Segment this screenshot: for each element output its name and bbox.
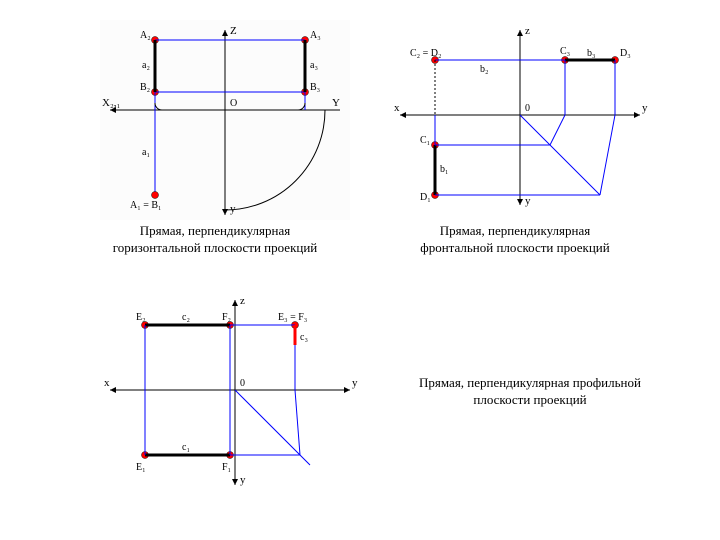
- diagram-frontal: C₂ = D₂ C₃ D₃ b₂ b₃ C₁ D₁ b₁ x y z y 0: [390, 20, 650, 210]
- lbl-b3: b₃: [587, 48, 596, 59]
- diagram2-svg: C₂ = D₂ C₃ D₃ b₂ b₃ C₁ D₁ b₁ x y z y 0: [390, 20, 650, 210]
- lbl-C3: C₃: [560, 46, 570, 57]
- caption-3-line2: плоскости проекций: [473, 392, 586, 407]
- lbl-a1: a₁: [142, 147, 150, 158]
- lbl-z2: z: [525, 25, 530, 37]
- lbl-z3: z: [240, 295, 245, 307]
- lbl-a2: a₂: [142, 60, 150, 71]
- lbl-A1B1: A₁ = B₁: [130, 200, 162, 211]
- diagram1-svg: A₂ A₃ B₂ B₃ a₂ a₃ a₁ X₂,₁ Y Z y O A₁ = B…: [100, 20, 350, 220]
- lbl-C2D2: C₂ = D₂: [410, 48, 442, 59]
- lbl-E3F3: E₃ = F₃: [278, 312, 307, 323]
- lbl-D1: D₁: [420, 192, 431, 203]
- lbl-O3: 0: [240, 378, 245, 389]
- diagram-horizontal: A₂ A₃ B₂ B₃ a₂ a₃ a₁ X₂,₁ Y Z y O A₁ = B…: [100, 20, 350, 220]
- lbl-B2: B₂: [140, 82, 150, 93]
- lbl-Z: Z: [230, 25, 237, 37]
- lbl-x3: x: [104, 377, 110, 389]
- lbl-x2: x: [394, 102, 400, 114]
- caption-1-line2: горизонтальной плоскости проекций: [113, 240, 318, 255]
- lbl-b2: b₂: [480, 64, 489, 75]
- lbl-F2: F₂: [222, 312, 231, 323]
- caption-2-line2: фронтальной плоскости проекций: [420, 240, 609, 255]
- lbl-O2: 0: [525, 103, 530, 114]
- lbl-b1: b₁: [440, 164, 449, 175]
- lbl-yd3: y: [240, 474, 246, 486]
- caption-3-line1: Прямая, перпендикулярная профильной: [419, 375, 641, 390]
- caption-2: Прямая, перпендикулярная фронтальной пло…: [385, 223, 645, 257]
- lbl-y2: y: [642, 102, 648, 114]
- lbl-O: O: [230, 98, 237, 109]
- diagram-profile: E₂ F₂ E₃ = F₃ c₂ c₃ E₁ F₁ c₁ x y z y 0: [100, 290, 360, 490]
- lbl-E2: E₂: [136, 312, 146, 323]
- lbl-A2: A₂: [140, 30, 151, 41]
- lbl-c3: c₃: [300, 332, 308, 343]
- lbl-yd: y: [230, 203, 236, 215]
- diagram3-svg: E₂ F₂ E₃ = F₃ c₂ c₃ E₁ F₁ c₁ x y z y 0: [100, 290, 360, 490]
- caption-1-line1: Прямая, перпендикулярная: [140, 223, 290, 238]
- lbl-X: X₂,₁: [102, 97, 121, 109]
- lbl-E1: E₁: [136, 462, 146, 473]
- lbl-A3: A₃: [310, 30, 321, 41]
- caption-1: Прямая, перпендикулярная горизонтальной …: [85, 223, 345, 257]
- lbl-yd2: y: [525, 195, 531, 207]
- lbl-y3: y: [352, 377, 358, 389]
- lbl-F1: F₁: [222, 462, 231, 473]
- lbl-c1: c₁: [182, 442, 190, 453]
- lbl-c2: c₂: [182, 312, 190, 323]
- lbl-B3: B₃: [310, 82, 320, 93]
- caption-3: Прямая, перпендикулярная профильной плос…: [385, 375, 675, 409]
- lbl-Y: Y: [332, 97, 340, 109]
- lbl-D3: D₃: [620, 48, 631, 59]
- lbl-C1: C₁: [420, 135, 430, 146]
- caption-2-line1: Прямая, перпендикулярная: [440, 223, 590, 238]
- lbl-a3: a₃: [310, 60, 318, 71]
